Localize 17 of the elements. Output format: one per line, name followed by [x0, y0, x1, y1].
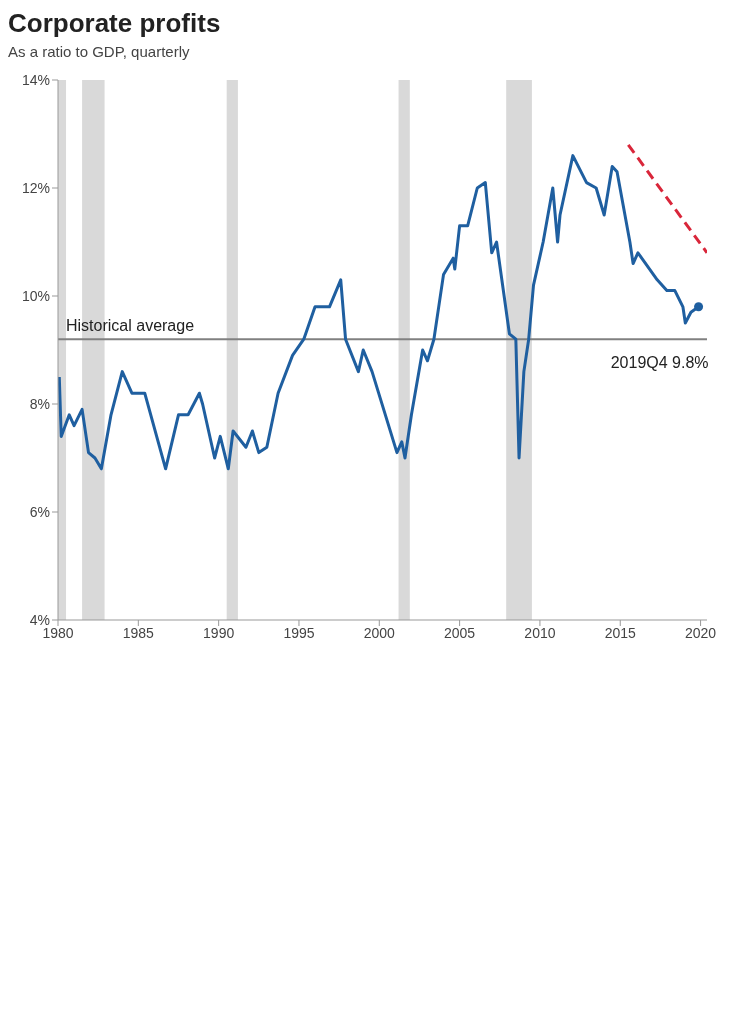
x-tick-label: 2015: [604, 624, 637, 641]
ref-line-label: Historical average: [66, 317, 195, 335]
x-tick-label: 1985: [122, 624, 155, 641]
y-tick-label: 10%: [21, 287, 50, 304]
y-tick-label: 6%: [29, 503, 50, 520]
y-tick-label: 12%: [21, 179, 50, 196]
x-tick-label: 2005: [444, 624, 476, 641]
x-tick-label: 2000: [363, 624, 396, 641]
chart-title: Corporate profits: [8, 8, 222, 39]
annotation: 2019Q4 9.8%: [610, 354, 709, 372]
x-tick-label: 1990: [203, 624, 235, 641]
x-tick-label: 1995: [283, 624, 315, 641]
chart-subtitle: As a ratio to GDP, quarterly: [8, 43, 191, 60]
y-tick-label: 8%: [29, 395, 50, 412]
y-tick-label: 14%: [21, 71, 50, 88]
x-tick-label: 2020: [685, 624, 717, 641]
x-tick-label: 2010: [524, 624, 556, 641]
